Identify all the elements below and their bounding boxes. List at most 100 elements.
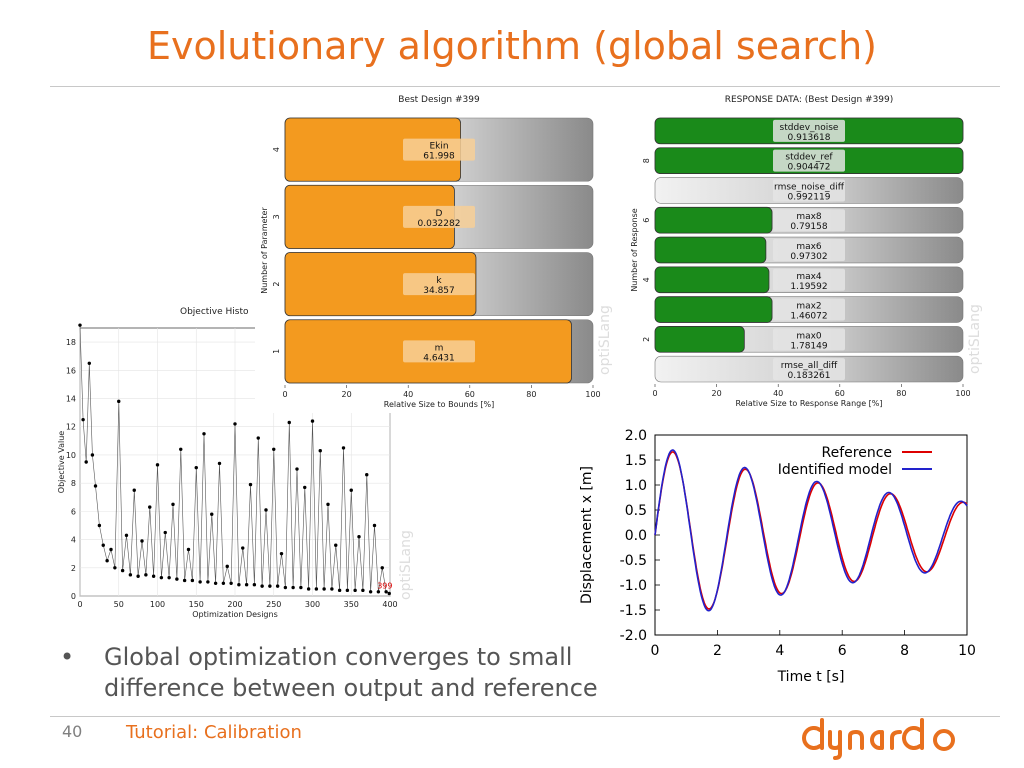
parameter-bar-value: 34.857 (423, 286, 455, 296)
parameter-xtick: 20 (342, 390, 352, 399)
parameter-xtick: 60 (465, 390, 475, 399)
objective-point (229, 581, 233, 586)
response-bar-label-box (773, 358, 845, 381)
objective-point (372, 523, 377, 528)
parameter-bar-name: m (435, 343, 444, 353)
response-bar-value: 1.46072 (790, 312, 827, 322)
objective-ytick: 6 (71, 507, 76, 516)
response-ytick: 4 (642, 277, 651, 282)
displacement-series-line (654, 451, 968, 610)
response-bar-value: 1.78149 (790, 341, 827, 351)
parameter-bar-value: 4.6431 (423, 353, 455, 363)
objective-ytick: 0 (71, 592, 76, 601)
response-xtick: 60 (835, 389, 845, 398)
objective-point (241, 546, 245, 550)
parameter-bar-value: 61.998 (423, 152, 455, 162)
displacement-series-line (654, 449, 968, 612)
objective-point (81, 417, 85, 422)
parameter-ytick: 3 (272, 214, 281, 219)
displacement-legend-label: Reference (822, 445, 893, 461)
objective-point (376, 590, 381, 594)
parameter-bar-name: k (436, 276, 442, 286)
response-bar-value: 0.904472 (788, 163, 831, 173)
displacement-svg: 2.0 1.5 1.0 0.5 0.0 -0.5 -1.0 -1.5 -2.00 2 4 6 8 10 Ti… (579, 428, 976, 685)
objective-point (213, 581, 218, 586)
response-ylabel: Number of Response (630, 208, 639, 291)
displacement-ytick: -1.0 (620, 578, 647, 594)
parameter-xtick: 0 (282, 390, 287, 399)
displacement-ylabel: Displacement x [m] (579, 466, 595, 604)
objective-line (79, 325, 390, 594)
objective-point (318, 449, 322, 453)
displacement-ytick: -2.0 (620, 628, 647, 644)
response-bar-name: max6 (796, 242, 822, 252)
page-number: 40 (62, 722, 83, 741)
response-ytick: 2 (642, 337, 651, 342)
displacement-ytick: 1.5 (625, 453, 647, 469)
objective-ytick: 8 (71, 479, 76, 488)
parameter-ytick: 2 (272, 282, 281, 287)
objective-point (291, 585, 295, 590)
objective-point (87, 361, 91, 365)
response-bar-label-box (773, 179, 845, 202)
objective-point (186, 547, 191, 552)
response-bar-label-box (773, 209, 845, 232)
response-bar-label-box (773, 119, 845, 142)
parameter-bar-label-box (403, 138, 475, 161)
objective-xtick: 50 (114, 600, 124, 609)
objective-point (159, 575, 164, 580)
objective-ytick: 2 (71, 564, 76, 573)
objective-point (225, 564, 229, 569)
objective-point (171, 502, 175, 507)
bullet-text: Global optimization converges to small d… (104, 643, 598, 702)
objective-point (295, 467, 299, 471)
response-bar-name: rmse_noise_diff (774, 182, 845, 192)
response-bar-name: stddev_ref (785, 153, 833, 163)
objective-point (78, 323, 82, 327)
objective-point (151, 574, 156, 578)
objective-point (198, 580, 202, 584)
parameter-bar-name: Ekin (429, 142, 448, 152)
parameter-xlabel: Relative Size to Bounds [%] (384, 400, 495, 409)
objective-point (90, 453, 95, 457)
objective-point (163, 530, 167, 535)
displacement-xtick: 6 (838, 643, 847, 659)
response-xtick: 20 (712, 389, 722, 398)
response-xtick: 40 (773, 389, 783, 398)
displacement-ytick: 0.5 (625, 503, 647, 519)
response-bar-name: max0 (796, 331, 822, 341)
objective-point (155, 463, 160, 467)
objective-xtick: 0 (77, 600, 82, 609)
parameter-title: Best Design #399 (398, 95, 480, 105)
response-bar-label-box (773, 239, 845, 261)
parameter-chart: Best Design #399 Ekin 61.998 D 0.032282 k 34.8… (255, 88, 620, 417)
response-bar (654, 206, 773, 234)
objective-ytick: 14 (66, 395, 76, 404)
objective-ytick: 10 (66, 451, 76, 460)
response-bar-name: stddev_noise (780, 123, 839, 133)
displacement-xtick: 10 (958, 643, 976, 659)
objective-point (330, 587, 334, 591)
parameter-watermark: optiSLang (597, 305, 613, 375)
objective-ytick: 18 (66, 338, 76, 347)
parameter-bar-label-box (403, 273, 475, 296)
objective-xtick: 100 (150, 600, 165, 609)
objective-point (175, 577, 179, 581)
displacement-legend-label: Identified model (778, 462, 892, 478)
objective-xtick: 150 (189, 600, 204, 609)
objective-point (314, 587, 319, 591)
displacement-xtick: 0 (651, 643, 660, 659)
objective-point (124, 533, 129, 538)
parameter-bar-label-box (403, 205, 475, 228)
objective-point (128, 573, 133, 577)
objective-point (144, 573, 148, 577)
parameter-ytick: 1 (272, 349, 281, 354)
objective-point (105, 559, 109, 563)
objective-xtick: 400 (382, 600, 397, 609)
response-chart: RESPONSE DATA: (Best Design #399) stddev_… (625, 88, 995, 417)
displacement-xtick: 2 (713, 643, 722, 659)
parameter-xtick: 100 (585, 390, 600, 399)
objective-xtick: 250 (266, 600, 281, 609)
objective-point (244, 583, 249, 587)
